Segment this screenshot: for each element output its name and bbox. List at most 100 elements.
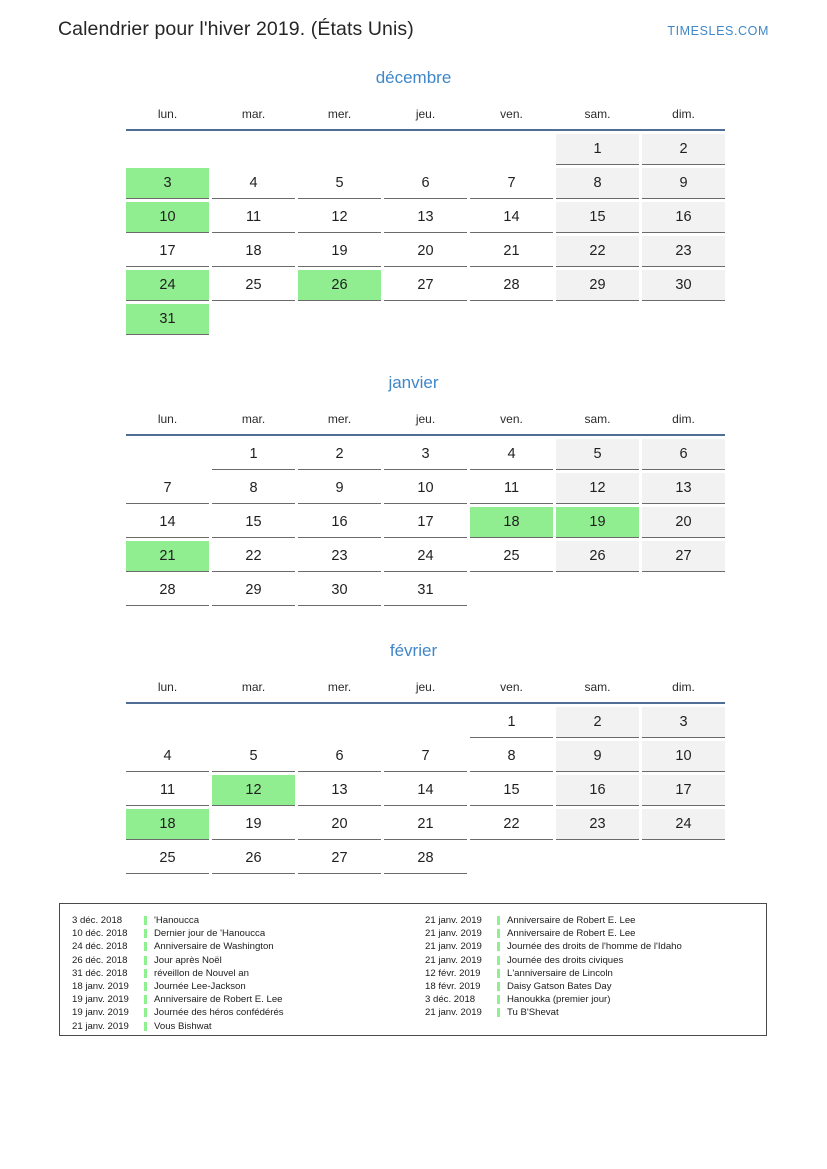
calendar-day[interactable]: 27 bbox=[298, 843, 381, 874]
calendar-day[interactable]: 16 bbox=[642, 202, 725, 233]
calendar-day[interactable]: 12 bbox=[556, 473, 639, 504]
calendar-day[interactable]: 5 bbox=[556, 439, 639, 470]
calendar-day[interactable]: 2 bbox=[556, 707, 639, 738]
calendar-day[interactable]: 4 bbox=[470, 439, 553, 470]
calendar-day[interactable]: 3 bbox=[642, 707, 725, 738]
calendar-day[interactable]: 16 bbox=[298, 507, 381, 538]
calendar-day[interactable]: 4 bbox=[212, 168, 295, 199]
calendar-day[interactable]: 14 bbox=[384, 775, 467, 806]
calendar-day-holiday[interactable]: 3 bbox=[126, 168, 209, 199]
calendar-cell-empty bbox=[470, 575, 553, 606]
calendar-day[interactable]: 30 bbox=[642, 270, 725, 301]
calendar-day[interactable]: 25 bbox=[126, 843, 209, 874]
calendar-day-holiday[interactable]: 12 bbox=[212, 775, 295, 806]
calendar-day[interactable]: 1 bbox=[556, 134, 639, 165]
calendar-day[interactable]: 17 bbox=[126, 236, 209, 267]
calendar-day[interactable]: 17 bbox=[384, 507, 467, 538]
calendar-day[interactable]: 19 bbox=[212, 809, 295, 840]
calendar-day[interactable]: 7 bbox=[126, 473, 209, 504]
calendar-grid: lun. mar. mer. jeu. ven. sam. dim. 1 2 3 4 5 6 7 8 9 10… bbox=[123, 100, 728, 338]
calendar-day[interactable]: 2 bbox=[298, 439, 381, 470]
calendar-day[interactable]: 26 bbox=[556, 541, 639, 572]
calendar-day[interactable]: 1 bbox=[470, 707, 553, 738]
legend-item: 21 janv. 2019 Journée des droits de l'hom… bbox=[413, 940, 766, 953]
calendar-day[interactable]: 27 bbox=[384, 270, 467, 301]
calendar-cell-empty bbox=[126, 439, 209, 470]
calendar-day[interactable]: 21 bbox=[470, 236, 553, 267]
calendar-day[interactable]: 12 bbox=[298, 202, 381, 233]
calendar-day[interactable]: 6 bbox=[642, 439, 725, 470]
calendar-day[interactable]: 24 bbox=[384, 541, 467, 572]
calendar-day[interactable]: 15 bbox=[556, 202, 639, 233]
weekday-header: lun. bbox=[157, 680, 178, 694]
calendar-day[interactable]: 27 bbox=[642, 541, 725, 572]
calendar-day-holiday[interactable]: 26 bbox=[298, 270, 381, 301]
calendar-day[interactable]: 14 bbox=[126, 507, 209, 538]
calendar-day[interactable]: 18 bbox=[212, 236, 295, 267]
calendar-day-holiday[interactable]: 31 bbox=[126, 304, 209, 335]
calendar-day[interactable]: 20 bbox=[642, 507, 725, 538]
calendar-day[interactable]: 13 bbox=[298, 775, 381, 806]
calendar-day[interactable]: 14 bbox=[470, 202, 553, 233]
legend-item-date: 10 déc. 2018 bbox=[72, 928, 128, 940]
calendar-day[interactable]: 26 bbox=[212, 843, 295, 874]
calendar-day[interactable]: 7 bbox=[384, 741, 467, 772]
calendar-day[interactable]: 29 bbox=[556, 270, 639, 301]
calendar-day[interactable]: 13 bbox=[642, 473, 725, 504]
calendar-day[interactable]: 1 bbox=[212, 439, 295, 470]
calendar-day[interactable]: 17 bbox=[642, 775, 725, 806]
calendar-day[interactable]: 23 bbox=[642, 236, 725, 267]
calendar-day[interactable]: 9 bbox=[642, 168, 725, 199]
calendar-day[interactable]: 13 bbox=[384, 202, 467, 233]
calendar-day[interactable]: 21 bbox=[384, 809, 467, 840]
calendar-day[interactable]: 19 bbox=[298, 236, 381, 267]
calendar-day[interactable]: 15 bbox=[470, 775, 553, 806]
calendar-day-holiday[interactable]: 19 bbox=[556, 507, 639, 538]
calendar-day[interactable]: 29 bbox=[212, 575, 295, 606]
calendar-day[interactable]: 6 bbox=[384, 168, 467, 199]
calendar-day[interactable]: 25 bbox=[212, 270, 295, 301]
calendar-day[interactable]: 7 bbox=[470, 168, 553, 199]
calendar-day[interactable]: 9 bbox=[556, 741, 639, 772]
calendar-day[interactable]: 15 bbox=[212, 507, 295, 538]
calendar-day[interactable]: 30 bbox=[298, 575, 381, 606]
legend-item: 18 févr. 2019 Daisy Gatson Bates Day bbox=[413, 980, 766, 993]
calendar-cell-empty bbox=[470, 843, 553, 874]
weekday-header: dim. bbox=[672, 412, 695, 426]
calendar-day[interactable]: 23 bbox=[556, 809, 639, 840]
calendar-day[interactable]: 8 bbox=[556, 168, 639, 199]
calendar-day[interactable]: 2 bbox=[642, 134, 725, 165]
calendar-day[interactable]: 25 bbox=[470, 541, 553, 572]
calendar-day[interactable]: 10 bbox=[384, 473, 467, 504]
calendar-day[interactable]: 9 bbox=[298, 473, 381, 504]
calendar-day[interactable]: 20 bbox=[384, 236, 467, 267]
calendar-day-holiday[interactable]: 18 bbox=[470, 507, 553, 538]
calendar-day[interactable]: 11 bbox=[126, 775, 209, 806]
calendar-day[interactable]: 28 bbox=[470, 270, 553, 301]
calendar-day[interactable]: 28 bbox=[384, 843, 467, 874]
calendar-day[interactable]: 5 bbox=[298, 168, 381, 199]
calendar-day[interactable]: 4 bbox=[126, 741, 209, 772]
calendar-day-holiday[interactable]: 18 bbox=[126, 809, 209, 840]
calendar-day[interactable]: 28 bbox=[126, 575, 209, 606]
calendar-day[interactable]: 3 bbox=[384, 439, 467, 470]
calendar-day[interactable]: 23 bbox=[298, 541, 381, 572]
calendar-day[interactable]: 24 bbox=[642, 809, 725, 840]
calendar-day[interactable]: 31 bbox=[384, 575, 467, 606]
calendar-day[interactable]: 8 bbox=[470, 741, 553, 772]
calendar-day[interactable]: 10 bbox=[642, 741, 725, 772]
calendar-day[interactable]: 11 bbox=[212, 202, 295, 233]
calendar-day-holiday[interactable]: 10 bbox=[126, 202, 209, 233]
calendar-day-holiday[interactable]: 21 bbox=[126, 541, 209, 572]
calendar-day[interactable]: 6 bbox=[298, 741, 381, 772]
calendar-day[interactable]: 22 bbox=[212, 541, 295, 572]
calendar-day[interactable]: 16 bbox=[556, 775, 639, 806]
brand-logo[interactable]: TIMESLES.COM bbox=[667, 24, 769, 38]
calendar-day-holiday[interactable]: 24 bbox=[126, 270, 209, 301]
calendar-day[interactable]: 22 bbox=[470, 809, 553, 840]
calendar-day[interactable]: 20 bbox=[298, 809, 381, 840]
calendar-day[interactable]: 22 bbox=[556, 236, 639, 267]
calendar-day[interactable]: 5 bbox=[212, 741, 295, 772]
calendar-day[interactable]: 11 bbox=[470, 473, 553, 504]
calendar-day[interactable]: 8 bbox=[212, 473, 295, 504]
